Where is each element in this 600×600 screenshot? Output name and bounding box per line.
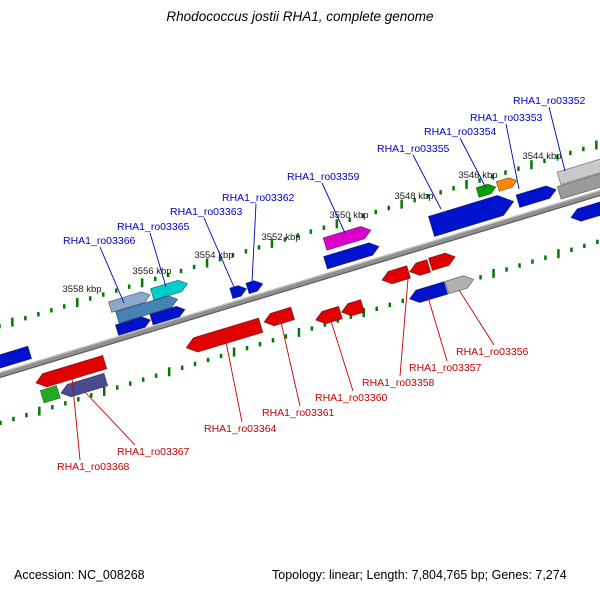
gene-label-rha1-ro03365[interactable]: RHA1_ro03365: [117, 221, 190, 233]
leader-line-rha1-ro03352: [548, 106, 566, 172]
leader-line-rha1-ro03366: [99, 246, 125, 304]
scale-label: 3554 kbp: [194, 250, 233, 261]
gene-arrow-18[interactable]: [408, 259, 432, 278]
gene-arrow-13[interactable]: [114, 315, 152, 336]
gene-label-rha1-ro03360[interactable]: RHA1_ro03360: [315, 392, 388, 404]
gene-arrow-12[interactable]: [107, 290, 151, 313]
leader-line-rha1-ro03355: [412, 154, 442, 210]
gene-arrow-15[interactable]: [0, 345, 33, 373]
leader-line-rha1-ro03360: [330, 320, 354, 392]
gene-label-rha1-ro03358[interactable]: RHA1_ro03358: [362, 377, 435, 389]
leader-line-rha1-ro03353: [505, 123, 520, 190]
leader-line-rha1-ro03359: [321, 182, 346, 234]
gene-label-rha1-ro03363[interactable]: RHA1_ro03363: [170, 206, 243, 218]
leader-line-rha1-ro03362: [251, 203, 257, 283]
gene-arrow-rha1-ro03353[interactable]: [515, 183, 558, 208]
leader-line-rha1-ro03364: [225, 341, 243, 423]
leader-line-rha1-ro03363: [203, 217, 235, 288]
scale-label: 3552 kbp: [261, 232, 300, 243]
gene-arrow-rha1-ro03357[interactable]: [408, 281, 449, 305]
scale-label: 3558 kbp: [62, 284, 101, 295]
scale-label: 3544 kbp: [522, 151, 561, 162]
gene-label-rha1-ro03368[interactable]: RHA1_ro03368: [57, 461, 130, 473]
gene-arrow-rha1-ro03359[interactable]: [322, 224, 373, 251]
gene-label-rha1-ro03355[interactable]: RHA1_ro03355: [377, 143, 450, 155]
accession-label: Accession: NC_008268: [14, 568, 145, 582]
scale-label: 3548 kbp: [394, 191, 433, 202]
gene-arrow-23[interactable]: [340, 299, 365, 319]
gene-label-rha1-ro03364[interactable]: RHA1_ro03364: [204, 423, 277, 435]
genome-axis-shadow: [0, 179, 600, 390]
gene-arrow-rha1-ro03362[interactable]: [245, 279, 265, 295]
gene-arrow-rha1-ro03363[interactable]: [229, 283, 249, 300]
gene-label-rha1-ro03359[interactable]: RHA1_ro03359: [287, 171, 360, 183]
leader-line-rha1-ro03361: [280, 321, 301, 407]
gene-arrow-rha1-ro03361[interactable]: [262, 306, 296, 328]
leader-line-rha1-ro03357: [427, 296, 448, 362]
gene-label-rha1-ro03353[interactable]: RHA1_ro03353: [470, 112, 543, 124]
gene-arrow-1[interactable]: [556, 166, 600, 200]
gene-arrow-rha1-ro03352[interactable]: [556, 153, 600, 186]
leader-line-rha1-ro03367: [83, 390, 136, 446]
leader-line-rha1-ro03356: [458, 289, 495, 346]
label-leader-lines: [71, 106, 566, 461]
gene-arrow-rha1-ro03367[interactable]: [59, 372, 109, 399]
gene-arrow-rha1-ro03358[interactable]: [380, 265, 412, 287]
gene-label-rha1-ro03357[interactable]: RHA1_ro03357: [409, 362, 482, 374]
genome-track: [0, 153, 600, 404]
gene-label-rha1-ro03352[interactable]: RHA1_ro03352: [513, 95, 586, 107]
gene-arrow-7[interactable]: [323, 240, 381, 270]
leader-line-rha1-ro03354: [459, 137, 487, 189]
gene-arrow-14[interactable]: [149, 304, 187, 326]
gene-arrow-19[interactable]: [428, 251, 458, 272]
genome-axis-highlight: [0, 174, 600, 385]
gene-label-rha1-ro03366[interactable]: RHA1_ro03366: [63, 235, 136, 247]
gene-arrow-rha1-ro03364[interactable]: [184, 317, 264, 355]
scale-label: 3546 kbp: [458, 170, 497, 181]
genome-axis: [0, 174, 600, 390]
genome-stats-label: Topology: linear; Length: 7,804,765 bp; …: [272, 568, 567, 582]
gene-label-rha1-ro03367[interactable]: RHA1_ro03367: [117, 446, 190, 458]
gene-label-rha1-ro03362[interactable]: RHA1_ro03362: [222, 192, 295, 204]
gene-arrow-rha1-ro03355[interactable]: [427, 191, 516, 237]
gene-label-rha1-ro03356[interactable]: RHA1_ro03356: [456, 346, 529, 358]
leader-line-rha1-ro03368: [71, 377, 81, 461]
gene-arrow-rha1-ro03354[interactable]: [475, 182, 497, 198]
gene-arrow-5[interactable]: [495, 176, 518, 192]
gene-arrow-rha1-ro03360[interactable]: [314, 305, 343, 326]
gene-arrow-rha1-ro03365[interactable]: [149, 278, 189, 301]
scale-labels: 3544 kbp 3546 kbp 3548 kbp 3550 kbp 3552 kbp…: [62, 151, 561, 295]
leader-line-rha1-ro03365: [149, 232, 167, 288]
scale-label: 3556 kbp: [132, 266, 171, 277]
gene-arrow-rha1-ro03356[interactable]: [444, 273, 476, 295]
leader-line-rha1-ro03358: [399, 278, 409, 377]
gene-arrow-rha1-ro03366[interactable]: [115, 293, 180, 324]
gene-label-rha1-ro03354[interactable]: RHA1_ro03354: [424, 126, 497, 138]
gene-arrow-rha1-ro03368[interactable]: [34, 354, 108, 389]
gene-arrow-16[interactable]: [569, 193, 600, 224]
scale-label: 3550 kbp: [329, 210, 368, 221]
page-title: Rhodococcus jostii RHA1, complete genome: [166, 9, 434, 24]
gene-labels: RHA1_ro03352 RHA1_ro03353 RHA1_ro03354 RHA1…: [57, 95, 586, 473]
gene-arrow-28[interactable]: [39, 385, 61, 404]
gene-label-rha1-ro03361[interactable]: RHA1_ro03361: [262, 407, 335, 419]
